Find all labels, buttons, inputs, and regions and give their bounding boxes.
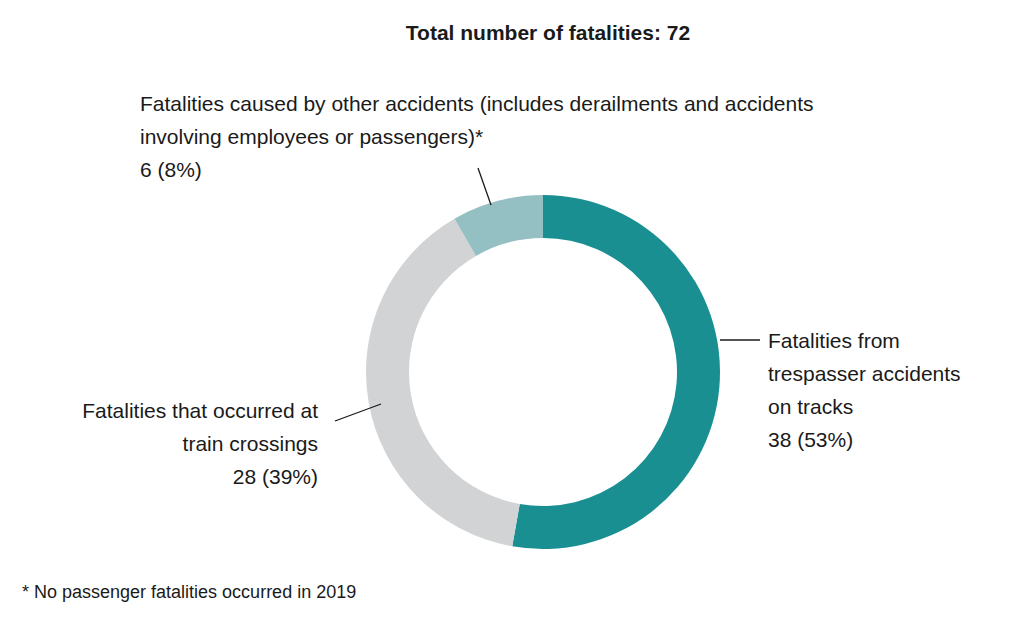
title: Total number of fatalities: 72 — [406, 21, 690, 44]
slices — [366, 195, 720, 549]
value-label: 28 (39%) — [233, 465, 318, 488]
slice — [366, 219, 520, 547]
slice — [455, 195, 544, 256]
chart: Total number of fatalities: 72 Fatalities… — [0, 0, 1024, 624]
leader-line — [720, 339, 760, 340]
category-label: Fatalities that occurred attrain crossin… — [82, 399, 318, 455]
leader-line — [335, 404, 381, 421]
category-label: Fatalities caused by other accidents (in… — [140, 92, 814, 148]
slice — [512, 195, 720, 549]
value-label: 38 (53%) — [768, 428, 853, 451]
footnote: * No passenger fatalities occurred in 20… — [22, 582, 356, 602]
value-label: 6 (8%) — [140, 158, 202, 181]
leader-line — [478, 168, 491, 205]
category-label: Fatalities fromtrespasser accidentson tr… — [768, 329, 961, 418]
